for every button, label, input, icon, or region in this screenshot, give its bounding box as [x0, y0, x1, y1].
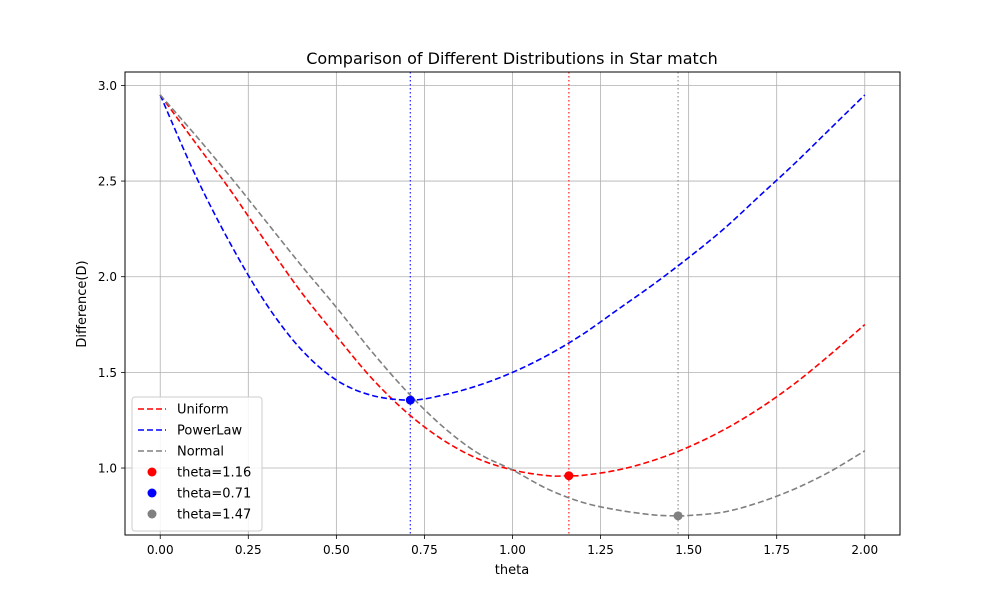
x-tick-label: 2.00 — [851, 543, 878, 557]
x-tick-label: 0.25 — [235, 543, 262, 557]
y-tick-label: 1.5 — [98, 366, 117, 380]
series-lines — [159, 94, 866, 517]
x-tick-label: 1.75 — [763, 543, 790, 557]
x-tick-label: 1.00 — [499, 543, 526, 557]
legend-marker-swatch — [147, 488, 157, 498]
minimum-markers — [405, 395, 683, 521]
x-tick-label: 0.50 — [323, 543, 350, 557]
minimum-point — [673, 511, 683, 521]
grid — [125, 72, 900, 535]
minimum-point — [405, 395, 415, 405]
y-tick-label: 2.5 — [98, 175, 117, 189]
legend-label: PowerLaw — [177, 424, 243, 439]
legend-box — [131, 396, 263, 532]
series-line-normal — [159, 94, 866, 517]
legend-marker-swatch — [147, 467, 157, 477]
reference-lines — [409, 72, 679, 535]
x-tick-label: 1.25 — [587, 543, 614, 557]
legend-marker-swatch — [147, 509, 157, 519]
series-line-uniform — [159, 94, 866, 477]
y-tick-label: 3.0 — [98, 79, 117, 93]
legend-label: Normal — [177, 445, 224, 460]
minimum-point — [564, 471, 574, 481]
y-tick-label: 2.0 — [98, 270, 117, 284]
y-tick-label: 1.0 — [98, 462, 117, 476]
x-tick-label: 0.00 — [147, 543, 174, 557]
legend-label: theta=1.16 — [177, 466, 251, 481]
chart-title: Comparison of Different Distributions in… — [306, 49, 718, 68]
y-axis-label: Difference(D) — [75, 260, 90, 347]
legend-label: Uniform — [177, 403, 229, 418]
legend-label: theta=0.71 — [177, 487, 251, 502]
series-line-powerlaw — [159, 94, 866, 401]
x-axis-label: theta — [495, 563, 529, 578]
x-tick-label: 0.75 — [411, 543, 438, 557]
x-axis-ticks: 0.00 0.25 0.50 0.75 1.00 1.25 1.50 1.75 2.00 — [147, 535, 878, 557]
legend: Uniform PowerLaw Normal theta=1.16 theta=0.7… — [131, 396, 263, 532]
x-tick-label: 1.50 — [675, 543, 702, 557]
y-axis-ticks: 1.0 1.5 2.0 2.5 3.0 — [98, 79, 125, 476]
legend-label: theta=1.47 — [177, 508, 251, 523]
